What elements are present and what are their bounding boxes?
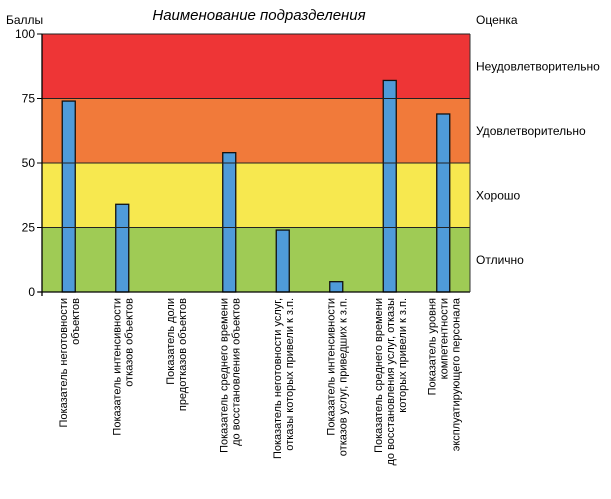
category-label-line: Показатель неготовности услуг, — [272, 298, 284, 459]
category-label-line: компетентности — [438, 298, 450, 379]
category-label-line: отказов объектов — [123, 298, 135, 387]
right-axis-caption: Оценка — [476, 13, 518, 27]
rating-band-label: Отлично — [476, 253, 524, 267]
axes — [38, 33, 471, 296]
category-label-line: отказов услуг, приведших к з.п. — [337, 298, 349, 456]
bar — [382, 79, 397, 293]
rating-band-label: Хорошо — [476, 188, 521, 202]
category-label-line: до восстановления услуг, отказы — [385, 298, 397, 466]
rating-band — [42, 227, 470, 292]
category-label-line: объектов — [70, 298, 82, 345]
category-label: Показатель уровня компетентности эксплуати… — [426, 297, 462, 451]
rating-band — [42, 163, 470, 228]
y-tick-label: 0 — [28, 285, 35, 299]
rating-band — [42, 34, 470, 99]
y-tick-label: 25 — [22, 221, 36, 235]
category-label-line: Показатель доли — [165, 298, 177, 385]
rating-band-label: Неудовлетворительно — [476, 59, 600, 73]
bar — [436, 113, 451, 293]
category-label-line: Показатель уровня — [426, 298, 438, 395]
bar — [275, 229, 290, 293]
category-label: Показатель неготовности объектов — [58, 298, 82, 428]
rating-band-labels: Неудовлетворительно Удовлетворительно Хоро… — [476, 59, 600, 267]
category-label-line: Показатель интенсивности — [111, 298, 123, 436]
category-label-line: предотказов объектов — [177, 298, 189, 411]
category-label-line: Показатель среднего времени — [373, 298, 385, 453]
rating-band — [42, 98, 470, 163]
category-label-line: Показатель среднего времени — [218, 298, 230, 453]
rating-band-label: Удовлетворительно — [476, 124, 586, 138]
category-label-line: отказы которых привели к з.п. — [284, 298, 296, 451]
category-label: Показатель интенсивности отказов услуг, п… — [325, 298, 349, 456]
y-tick-label: 50 — [22, 156, 36, 170]
category-label-line: которых привели к з.п. — [397, 298, 409, 413]
category-label: Показатель среднего времени до восстановл… — [218, 298, 242, 453]
bar — [329, 281, 344, 293]
bar — [61, 100, 76, 293]
category-label-line: Показатель интенсивности — [325, 298, 337, 436]
bar — [222, 152, 237, 293]
category-label-line: эксплуатирующего персонала — [450, 297, 462, 451]
bars — [61, 79, 451, 293]
y-ticks: 0 25 50 75 100 — [15, 27, 42, 299]
category-label: Показатель интенсивности отказов объектов — [111, 298, 135, 436]
category-labels: Показатель неготовности объектов Показател… — [58, 297, 463, 465]
bar — [115, 203, 130, 293]
chart-title: Наименование подразделения — [152, 7, 365, 24]
category-label: Показатель неготовности услуг, отказы кот… — [272, 298, 296, 459]
category-label-line: до восстановления объектов — [230, 298, 242, 446]
rating-bands — [42, 34, 470, 292]
category-label: Показатель доли предотказов объектов — [165, 298, 189, 411]
y-tick-label: 75 — [22, 92, 36, 106]
y-tick-label: 100 — [15, 27, 35, 41]
category-label-line: Показатель неготовности — [58, 298, 70, 427]
y-axis-caption: Баллы — [6, 13, 43, 27]
category-label: Показатель среднего времени до восстановл… — [373, 298, 409, 466]
